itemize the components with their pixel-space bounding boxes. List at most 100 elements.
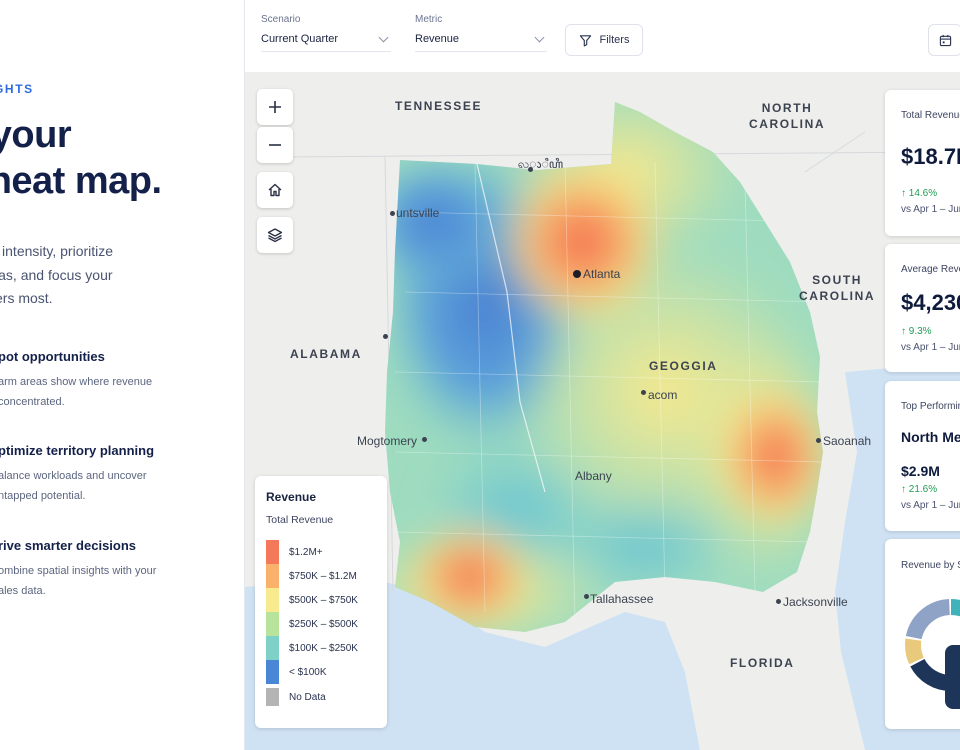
- state-label-florida: FLORIDA: [730, 656, 795, 670]
- state-label-alabama: ALABAMA: [290, 347, 362, 361]
- card-value: $4,230: [901, 290, 960, 315]
- state-label-south-carolina: SOUTH CAROLINA: [799, 272, 875, 304]
- legend-row: < $100K: [266, 660, 327, 684]
- state-label-line: CAROLINA: [799, 289, 876, 303]
- card-top-performing[interactable]: Top Performing North Metro $2.9M ↑ 21.6%…: [885, 381, 960, 531]
- card-title: Average Revenue: [901, 264, 960, 275]
- feature-desc-line: ntapped potential.: [0, 490, 86, 502]
- legend-row: $250K – $500K: [266, 612, 358, 636]
- headline: d your s heat map.: [0, 112, 162, 204]
- feature-desc: alance workloads and uncover ntapped pot…: [0, 466, 154, 506]
- legend-row-no-data: No Data: [266, 688, 326, 706]
- card-growth: ↑ 21.6%: [901, 484, 938, 495]
- feature-desc: ombine spatial insights with your ales d…: [0, 561, 156, 601]
- scenario-value: Current Quarter: [261, 33, 339, 45]
- state-label-line: SOUTH: [812, 273, 863, 287]
- heatmap-layer: [245, 72, 960, 750]
- layers-button[interactable]: [257, 217, 293, 253]
- city-label-huntsville: untsville: [396, 206, 440, 220]
- city-marker: [816, 438, 821, 443]
- city-label-savannah: Saoanah: [823, 434, 872, 448]
- legend-swatch: [266, 612, 279, 636]
- feature-smarter-decisions: rive smarter decisions ombine spatial in…: [0, 538, 156, 601]
- city-label-tallahassee: Tallahassee: [590, 592, 654, 606]
- home-icon: [268, 183, 282, 197]
- map-canvas[interactable]: TENNESSEE NORTH CAROLINA SOUTH CAROLINA …: [245, 72, 960, 750]
- card-period: vs Apr 1 – Jun 30: [901, 500, 960, 511]
- card-revenue-by-segment[interactable]: Revenue by Segment: [885, 539, 960, 729]
- feature-desc: arm areas show where revenue concentrate…: [0, 372, 152, 412]
- segment-donut-chart: [905, 599, 960, 691]
- feature-desc-line: concentrated.: [0, 396, 65, 408]
- state-label-line: CAROLINA: [749, 117, 826, 131]
- intro-text: venue intensity, prioritize ial areas, a…: [0, 240, 245, 311]
- card-value: $18.7M: [901, 144, 960, 169]
- metric-label: Metric: [415, 14, 443, 25]
- city-marker: [584, 594, 589, 599]
- filters-button[interactable]: Filters: [565, 24, 643, 56]
- intro-line-2: ial areas, and focus your: [0, 266, 113, 283]
- headline-line-1: d your: [0, 114, 72, 156]
- marketing-panel: GHTS d your s heat map. venue intensity,…: [0, 0, 245, 750]
- legend-swatch: [266, 564, 279, 588]
- metric-value-row[interactable]: Revenue: [415, 32, 547, 52]
- zoom-out-button[interactable]: [257, 127, 293, 163]
- scenario-value-row[interactable]: Current Quarter: [261, 32, 391, 52]
- metric-select[interactable]: Metric Revenue: [415, 14, 547, 52]
- legend-row: $1.2M+: [266, 540, 323, 564]
- card-top-name: North Metro: [901, 429, 960, 445]
- plus-icon: [269, 101, 281, 113]
- legend-label: $250K – $500K: [289, 618, 358, 630]
- zoom-in-button[interactable]: [257, 89, 293, 125]
- city-label-albany: Albany: [575, 469, 612, 483]
- legend-subtitle: Total Revenue: [266, 514, 334, 526]
- minus-icon: [269, 144, 281, 146]
- legend-row: $750K – $1.2M: [266, 564, 357, 588]
- city-marker-atlanta[interactable]: [573, 270, 581, 278]
- scenario-select[interactable]: Scenario Current Quarter: [261, 14, 391, 52]
- intro-line-1: venue intensity, prioritize: [0, 243, 114, 259]
- city-marker: [776, 599, 781, 604]
- card-average-revenue[interactable]: Average Revenue $4,230 ↑ 9.3% vs Apr 1 –…: [885, 244, 960, 372]
- feature-title: pot opportunities: [0, 349, 105, 364]
- feature-territory-planning: ptimize territory planning alance worklo…: [0, 443, 154, 506]
- filter-icon: [579, 34, 591, 46]
- layers-icon: [267, 228, 283, 243]
- legend-swatch: [266, 588, 279, 612]
- city-marker: [528, 167, 533, 172]
- filters-label: Filters: [599, 34, 630, 46]
- state-label-georgia: GEOGGIA: [649, 359, 718, 373]
- city-label-montgomery: Mogtomery: [357, 434, 418, 448]
- legend-row: $500K – $750K: [266, 588, 358, 612]
- legend-row: $100K – $250K: [266, 636, 358, 660]
- card-growth: ↑ 9.3%: [901, 326, 932, 337]
- legend-swatch: [266, 688, 279, 706]
- city-label-atlanta: Atlanta: [583, 267, 621, 281]
- legend-swatch: [266, 540, 279, 564]
- legend-label: $750K – $1.2M: [289, 570, 357, 582]
- legend-swatch: [266, 660, 279, 684]
- state-label-line: NORTH: [761, 101, 813, 115]
- chevron-down-icon: [378, 32, 389, 42]
- city-label-macon: acom: [648, 388, 678, 402]
- eyebrow-label: GHTS: [0, 82, 34, 96]
- feature-title: rive smarter decisions: [0, 538, 137, 553]
- toolbar: Scenario Current Quarter Metric Revenue …: [245, 0, 960, 73]
- floating-action-button[interactable]: [945, 645, 960, 709]
- headline-line-2: s heat map.: [0, 160, 162, 202]
- card-title: Revenue by Segment: [901, 560, 960, 571]
- date-range-button[interactable]: [928, 24, 960, 56]
- city-marker: [422, 437, 427, 442]
- card-total-revenue[interactable]: Total Revenue $18.7M ↑ 14.6% vs Apr 1 – …: [885, 90, 960, 236]
- donut-segment: [905, 599, 960, 691]
- feature-desc-line: ombine spatial insights with your: [0, 565, 157, 577]
- home-button[interactable]: [257, 172, 293, 208]
- legend-label: $500K – $750K: [289, 594, 358, 606]
- legend-label: $100K – $250K: [289, 642, 358, 654]
- feature-desc-line: alance workloads and uncover: [0, 470, 147, 482]
- card-period: vs Apr 1 – Jun 30: [901, 342, 960, 353]
- legend-label: $1.2M+: [289, 546, 323, 558]
- metric-value: Revenue: [415, 33, 460, 45]
- panel-divider: [244, 0, 245, 750]
- legend-label: < $100K: [289, 666, 327, 678]
